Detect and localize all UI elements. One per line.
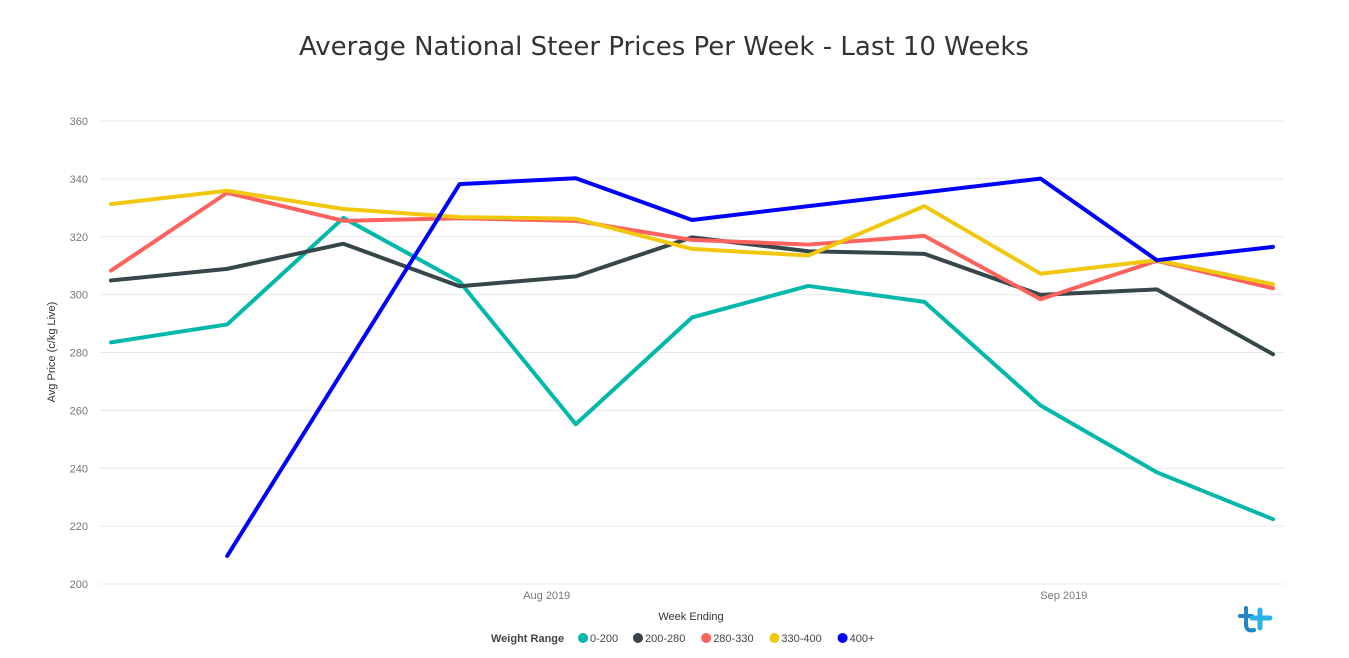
series-line	[109, 235, 1275, 357]
y-tick-label: 280	[70, 348, 88, 360]
y-tick-label: 260	[70, 405, 88, 417]
y-axis-ticks: 200 220 240 260 280 300 320 340 360	[70, 116, 88, 591]
legend: Weight Range 0-200 200-280 280-330 330-400 4…	[491, 633, 874, 645]
y-tick-label: 340	[70, 174, 88, 186]
series-0-200	[109, 215, 1275, 522]
legend-marker	[769, 633, 780, 643]
series-line	[109, 215, 1275, 522]
y-tick-label: 300	[70, 290, 88, 302]
legend-label: 400+	[850, 633, 875, 645]
y-tick-label: 360	[70, 116, 88, 128]
legend-title: Weight Range	[491, 633, 564, 645]
brand-logo-icon	[1238, 606, 1273, 633]
series-400+	[225, 176, 1275, 558]
legend-label: 280-330	[713, 633, 753, 645]
legend-marker	[578, 633, 588, 643]
legend-items: 0-200 200-280 280-330 330-400 400+	[578, 633, 874, 645]
series-330-400	[109, 188, 1275, 287]
x-axis-title: Week Ending	[658, 611, 723, 623]
legend-label: 0-200	[590, 633, 618, 645]
series-lines	[109, 176, 1275, 558]
legend-marker	[633, 633, 643, 643]
y-tick-label: 320	[70, 232, 88, 244]
x-axis-ticks: Aug 2019 Sep 2019	[523, 590, 1087, 602]
x-tick-label: Aug 2019	[523, 590, 570, 602]
legend-label: 330-400	[781, 633, 821, 645]
chart-title: Average National Steer Prices Per Week -…	[299, 32, 1029, 62]
series-line	[225, 176, 1275, 558]
series-line	[109, 188, 1275, 287]
series-280-330	[109, 190, 1275, 302]
x-tick-label: Sep 2019	[1040, 590, 1087, 602]
y-axis-title: Avg Price (c/kg Live)	[46, 302, 58, 403]
y-tick-label: 240	[70, 463, 88, 475]
y-tick-label: 200	[70, 579, 88, 591]
legend-label: 200-280	[645, 633, 685, 645]
series-200-280	[109, 235, 1275, 357]
y-tick-label: 220	[70, 521, 88, 533]
legend-marker	[701, 633, 712, 643]
legend-marker	[837, 633, 848, 643]
gridlines	[100, 120, 1284, 585]
series-line	[109, 190, 1275, 302]
